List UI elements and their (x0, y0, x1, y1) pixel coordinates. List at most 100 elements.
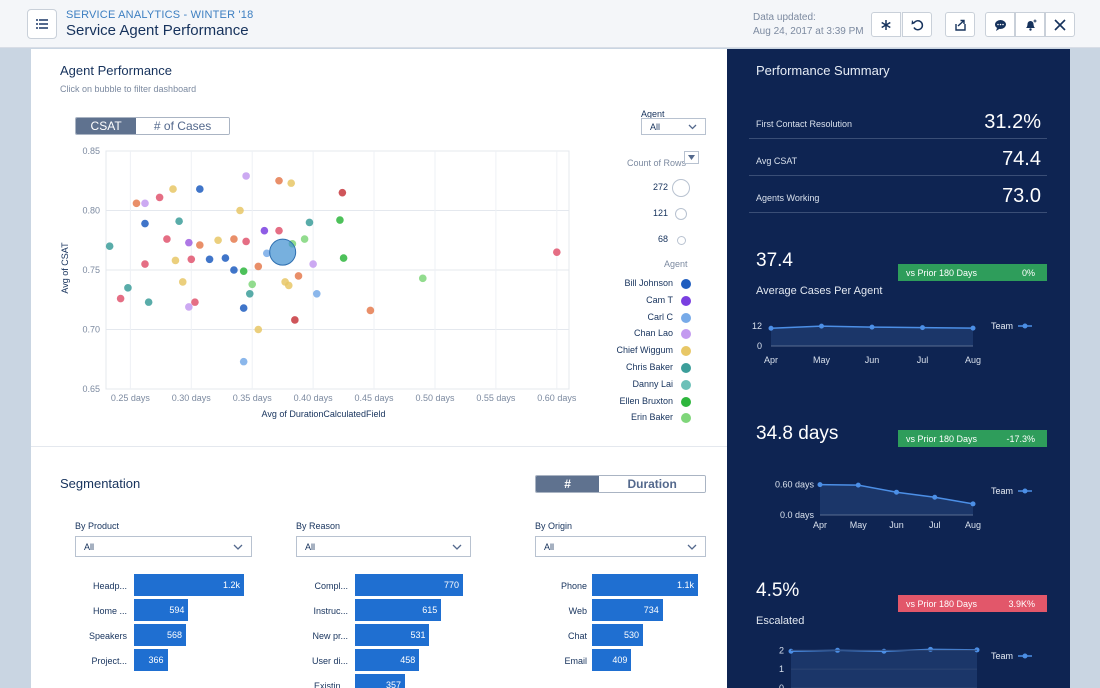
scatter-bubble[interactable] (105, 242, 114, 250)
segmentation-bar[interactable]: 530 (592, 624, 644, 646)
trend-point[interactable] (869, 324, 875, 330)
breadcrumb[interactable]: SERVICE ANALYTICS - WINTER '18 (66, 9, 254, 21)
trend-point[interactable] (970, 325, 976, 331)
scatter-bubble[interactable] (239, 304, 248, 312)
trend-point[interactable] (970, 501, 976, 507)
trend-point[interactable] (817, 482, 823, 488)
scatter-bubble[interactable] (242, 237, 250, 246)
scatter-bubble[interactable] (185, 238, 193, 247)
scatter-bubble[interactable] (171, 256, 180, 265)
scatter-bubble[interactable] (338, 188, 347, 197)
scatter-bubble[interactable] (336, 216, 344, 224)
legend-item[interactable]: Bill Johnson (560, 278, 695, 290)
segmentation-bar[interactable]: 770 (355, 574, 463, 596)
trend-point[interactable] (928, 646, 933, 652)
scatter-bubble[interactable] (312, 290, 321, 298)
scatter-bubble[interactable] (155, 193, 164, 202)
scatter-bubble[interactable] (124, 284, 132, 292)
segmentation-bar[interactable]: 734 (592, 599, 663, 621)
scatter-bubble[interactable] (196, 185, 204, 193)
scatter-bubble[interactable] (187, 255, 196, 264)
scatter-bubble[interactable] (175, 217, 183, 226)
scatter-bubble[interactable] (132, 199, 141, 208)
asterisk-button[interactable] (871, 12, 901, 37)
scatter-bubble[interactable] (275, 226, 283, 235)
scatter-bubble[interactable] (418, 274, 427, 283)
segmentation-bar[interactable]: 409 (592, 649, 632, 671)
scatter-bubble[interactable] (163, 235, 171, 243)
trend-point[interactable] (894, 489, 899, 495)
trend-point[interactable] (920, 325, 925, 331)
notify-button[interactable] (1015, 12, 1045, 37)
toggle-count[interactable]: # (536, 476, 600, 492)
scatter-bubble[interactable] (191, 298, 199, 306)
scatter-bubble[interactable] (553, 248, 561, 256)
scatter-bubble[interactable] (141, 199, 149, 208)
scatter-bubble[interactable] (141, 219, 149, 228)
scatter-bubble[interactable] (230, 235, 238, 243)
legend-item[interactable]: Erin Baker (560, 412, 695, 424)
kpi-avg-csat[interactable]: Avg CSAT 74.4 (749, 140, 1047, 176)
scatter-bubble[interactable] (221, 254, 230, 262)
toggle-duration[interactable]: Duration (599, 476, 705, 492)
legend-item[interactable]: Chris Baker (560, 362, 695, 374)
trend-point[interactable] (788, 648, 794, 654)
scatter-bubble[interactable] (275, 176, 283, 185)
scatter-bubble[interactable] (230, 266, 238, 274)
scatter-bubble[interactable] (245, 290, 254, 298)
toggle-cases[interactable]: # of Cases (136, 118, 229, 134)
scatter-bubble[interactable] (284, 281, 293, 290)
undo-button[interactable] (902, 12, 932, 37)
toggle-csat[interactable]: CSAT (76, 118, 137, 134)
scatter-bubble[interactable] (178, 278, 187, 286)
segmentation-bar[interactable]: 594 (134, 599, 189, 621)
scatter-bubble[interactable] (254, 325, 263, 334)
legend-item[interactable]: Chan Lao (560, 328, 695, 340)
legend-item[interactable]: Cam T (560, 295, 695, 307)
trend-point[interactable] (881, 648, 887, 654)
menu-button[interactable] (27, 9, 57, 39)
scatter-bubble[interactable] (185, 303, 193, 311)
scatter-bubble[interactable] (339, 254, 348, 262)
segmentation-bar[interactable]: 1.2k (134, 574, 244, 596)
legend-item[interactable]: Carl C (560, 312, 695, 324)
legend-dropdown-button[interactable] (684, 151, 699, 164)
scatter-bubble[interactable] (239, 357, 248, 366)
scatter-bubble[interactable] (242, 172, 250, 180)
segmentation-bar[interactable]: 615 (355, 599, 442, 621)
reason-filter-select[interactable]: All (296, 536, 471, 557)
comment-button[interactable] (985, 12, 1015, 37)
legend-item[interactable]: Ellen Bruxton (560, 396, 695, 408)
scatter-bubble[interactable] (141, 260, 149, 268)
scatter-bubble[interactable] (239, 267, 248, 275)
scatter-bubble[interactable] (366, 306, 375, 315)
scatter-bubble[interactable] (269, 238, 297, 266)
scatter-bubble[interactable] (144, 298, 153, 306)
close-button[interactable] (1045, 12, 1075, 37)
legend-item[interactable]: Danny Lai (560, 379, 695, 391)
trend-point[interactable] (768, 325, 774, 331)
scatter-bubble[interactable] (169, 185, 177, 193)
kpi-first-contact-resolution[interactable]: First Contact Resolution 31.2% (749, 103, 1047, 139)
scatter-bubble[interactable] (248, 280, 257, 289)
scatter-bubble[interactable] (300, 235, 309, 243)
segmentation-bar[interactable]: 366 (134, 649, 168, 671)
scatter-bubble[interactable] (287, 179, 296, 187)
scatter-bubble[interactable] (263, 249, 271, 258)
scatter-bubble[interactable] (305, 218, 314, 227)
scatter-bubble[interactable] (236, 206, 244, 215)
scatter-bubble[interactable] (205, 255, 214, 264)
scatter-bubble[interactable] (214, 236, 222, 245)
kpi-agents-working[interactable]: Agents Working 73.0 (749, 177, 1047, 213)
segmentation-bar[interactable]: 458 (355, 649, 420, 671)
segmentation-bar[interactable]: 531 (355, 624, 430, 646)
scatter-bubble[interactable] (260, 226, 269, 235)
scatter-bubble[interactable] (294, 272, 303, 280)
origin-filter-select[interactable]: All (535, 536, 706, 557)
trend-point[interactable] (819, 323, 824, 329)
share-button[interactable] (945, 12, 975, 37)
trend-point[interactable] (855, 482, 861, 488)
scatter-bubble[interactable] (116, 294, 125, 303)
scatter-bubble[interactable] (254, 262, 263, 271)
